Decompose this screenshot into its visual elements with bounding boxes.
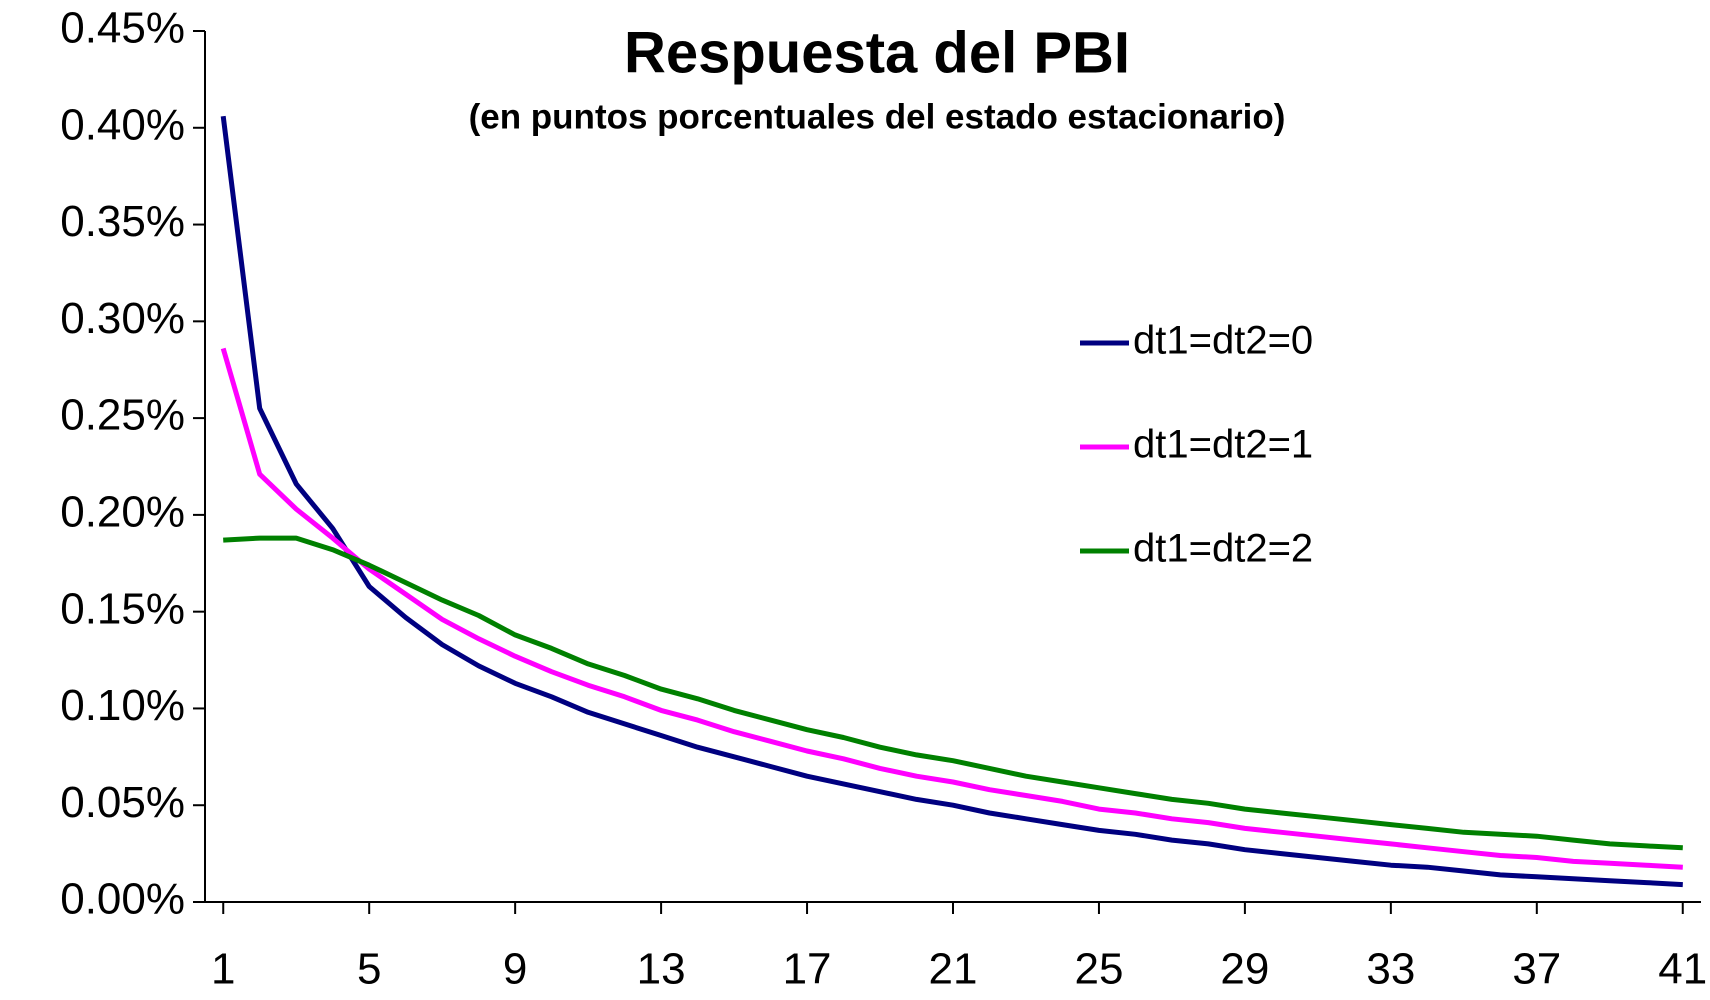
x-tick-label: 1 [211, 945, 235, 994]
x-tick-label: 25 [1074, 945, 1123, 994]
legend-label: dt1=dt2=2 [1133, 527, 1313, 571]
series-line [223, 535, 1683, 851]
x-tick-label: 5 [357, 945, 381, 994]
x-tick-label: 37 [1512, 945, 1561, 994]
y-tick-label: 0.35% [60, 197, 185, 246]
x-tick-label: 13 [637, 945, 686, 994]
y-tick-label: 0.15% [60, 584, 185, 633]
chart-subtitle: (en puntos porcentuales del estado estac… [469, 97, 1286, 136]
legend-label: dt1=dt2=1 [1133, 423, 1313, 467]
series-line [220, 115, 1683, 888]
x-tick-label: 41 [1658, 945, 1707, 994]
series-line [220, 347, 1683, 870]
y-tick-label: 0.25% [60, 391, 185, 440]
y-tick-label: 0.10% [60, 681, 185, 730]
x-tick-label: 17 [783, 945, 832, 994]
x-tick-label: 33 [1366, 945, 1415, 994]
y-tick-label: 0.00% [60, 875, 185, 924]
x-tick-label: 29 [1220, 945, 1269, 994]
x-tick-label: 21 [929, 945, 978, 994]
y-tick-label: 0.20% [60, 488, 185, 537]
x-tick-label: 9 [503, 945, 527, 994]
y-tick-label: 0.40% [60, 100, 185, 149]
legend-label: dt1=dt2=0 [1133, 319, 1313, 363]
chart-title: Respuesta del PBI [624, 20, 1130, 85]
y-tick-label: 0.30% [60, 294, 185, 343]
y-tick-label: 0.45% [60, 4, 185, 53]
y-tick-label: 0.05% [60, 778, 185, 827]
